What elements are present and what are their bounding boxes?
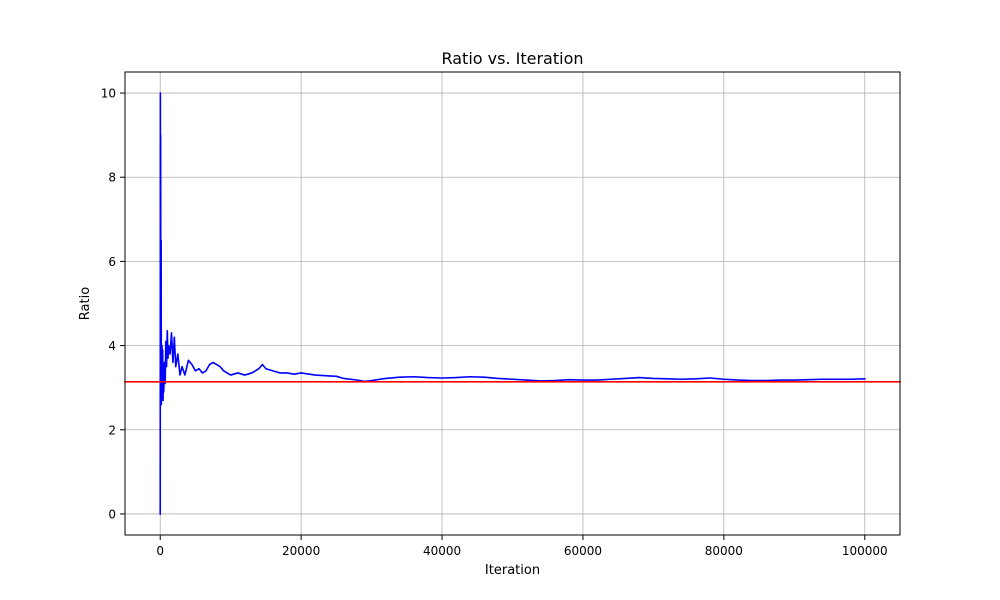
y-axis-ticks: 0 2 4 6 8 10 bbox=[101, 87, 125, 521]
x-tick-label: 0 bbox=[156, 544, 164, 558]
y-tick-label: 4 bbox=[108, 339, 116, 353]
y-tick-label: 8 bbox=[108, 171, 116, 185]
y-tick-label: 2 bbox=[108, 423, 116, 437]
plot-area bbox=[125, 72, 900, 535]
y-tick-label: 0 bbox=[108, 507, 116, 521]
x-axis-label: Iteration bbox=[485, 563, 540, 578]
y-tick-label: 6 bbox=[108, 255, 116, 269]
series-layer bbox=[124, 92, 901, 515]
ratio-series-line bbox=[159, 92, 866, 515]
plot-frame bbox=[124, 71, 901, 536]
grid-layer bbox=[125, 72, 900, 535]
x-axis-ticks: 0 20000 40000 60000 80000 100000 bbox=[156, 535, 888, 558]
y-tick-label: 10 bbox=[101, 87, 116, 101]
chart-title: Ratio vs. Iteration bbox=[441, 49, 583, 68]
x-tick-label: 60000 bbox=[564, 544, 602, 558]
x-tick-label: 100000 bbox=[842, 544, 888, 558]
x-tick-label: 40000 bbox=[423, 544, 461, 558]
x-tick-label: 80000 bbox=[705, 544, 743, 558]
x-tick-label: 20000 bbox=[282, 544, 320, 558]
y-axis-label: Ratio bbox=[78, 287, 93, 320]
